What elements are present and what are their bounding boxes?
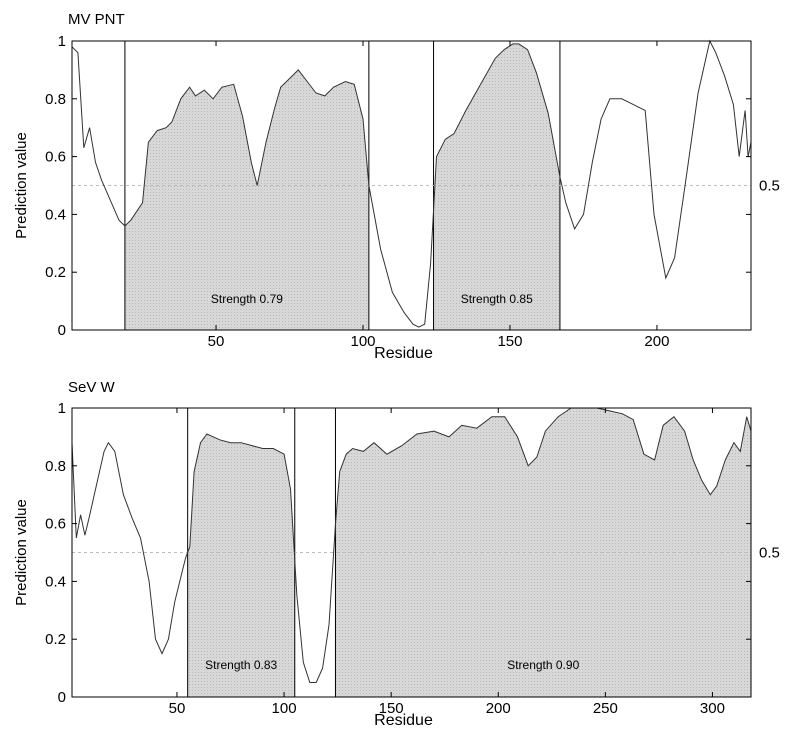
x-tick-label: 50 [169,700,186,717]
y-tick-label: 0.6 [45,149,66,166]
y-tick-label: 1 [58,400,66,417]
x-tick-label: 300 [700,700,725,717]
x-axis-label: Residue [374,345,433,362]
y-tick-label: 0 [58,322,66,339]
x-tick-label: 200 [486,700,511,717]
series-line [71,39,752,328]
threshold-label: 0.5 [759,178,780,195]
chart-mv-pnt: MV PNT 0 0.2 0.4 0.6 0.8 1 50 100 150 200 Streng… [13,11,780,362]
x-axis-label: Residue [374,712,433,729]
region-shade [335,408,751,697]
threshold-label: 0.5 [759,545,780,562]
region-shade [187,434,295,697]
x-tick-label: 200 [644,333,669,350]
y-tick-label: 0.8 [45,91,66,108]
chart-sev-w: SeV W 0 0.2 0.4 0.6 0.8 1 50 100 150 200 250 300 S… [13,379,780,729]
y-tick-label: 0.4 [45,573,66,590]
y-tick-label: 0.6 [45,516,66,533]
y-tick-label: 0.4 [45,206,66,223]
y-tick-label: 1 [58,33,66,50]
x-tick-label: 150 [497,333,522,350]
y-axis-label: Prediction value [13,499,30,606]
region-label: Strength 0.79 [211,292,283,306]
y-tick-label: 0.8 [45,458,66,475]
region-label: Strength 0.90 [507,658,579,672]
plot-frame [71,40,752,331]
region-shade [124,69,369,331]
chart-title: MV PNT [68,11,125,28]
y-tick-label: 0 [58,689,66,706]
series-line [71,407,752,683]
region-label: Strength 0.85 [461,292,533,306]
x-tick-label: 150 [379,700,404,717]
chart-title: SeV W [68,379,116,396]
x-tick-label: 250 [593,700,618,717]
y-tick-label: 0.2 [45,264,66,281]
region-shade [433,43,560,330]
x-tick-label: 100 [272,700,297,717]
x-tick-label: 50 [208,333,225,350]
y-tick-label: 0.2 [45,631,66,648]
region-label: Strength 0.83 [205,658,277,672]
x-tick-label: 100 [350,333,375,350]
plot-frame [71,407,752,698]
y-axis-label: Prediction value [13,132,30,239]
